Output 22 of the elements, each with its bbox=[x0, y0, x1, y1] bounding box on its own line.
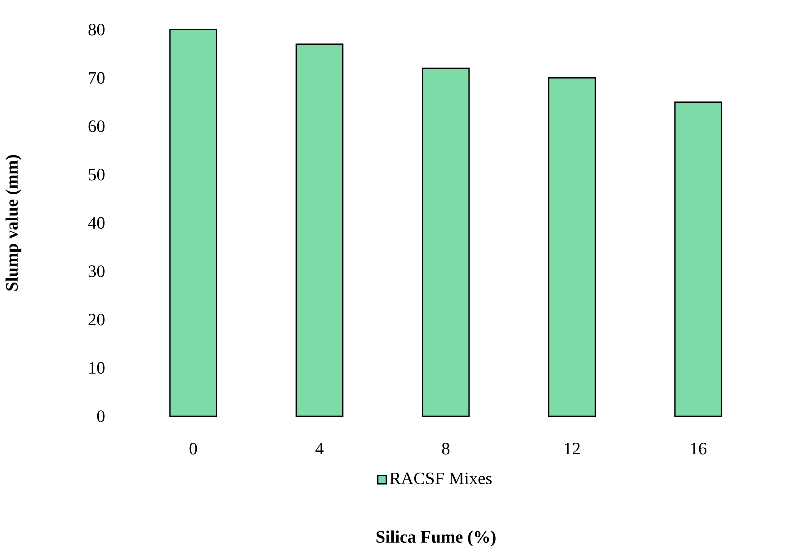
bar bbox=[674, 101, 722, 417]
y-axis-title: Slump value (mm) bbox=[6, 155, 22, 291]
bar bbox=[548, 77, 596, 417]
x-tick-label: 12 bbox=[565, 442, 580, 454]
legend-label: RACSF Mixes bbox=[390, 472, 492, 484]
bar bbox=[170, 28, 218, 417]
y-tick-label: 50 bbox=[89, 168, 105, 180]
y-tick-label: 20 bbox=[88, 314, 105, 326]
bar bbox=[296, 43, 344, 417]
y-tick-label: 40 bbox=[88, 217, 105, 229]
y-tick-label: 10 bbox=[90, 362, 105, 374]
y-tick-label: 80 bbox=[88, 24, 105, 36]
x-tick-label: 16 bbox=[691, 442, 707, 454]
y-tick-label: 60 bbox=[88, 120, 105, 132]
x-tick-label: 0 bbox=[190, 442, 198, 455]
x-axis-title: Silica Fume (%) bbox=[376, 530, 496, 546]
bar bbox=[422, 68, 470, 417]
x-tick-label: 8 bbox=[442, 442, 450, 455]
y-tick-label: 0 bbox=[97, 410, 105, 422]
y-tick-label: 70 bbox=[89, 72, 105, 84]
y-tick-label: 30 bbox=[88, 265, 105, 278]
x-tick-label: 4 bbox=[316, 442, 324, 454]
